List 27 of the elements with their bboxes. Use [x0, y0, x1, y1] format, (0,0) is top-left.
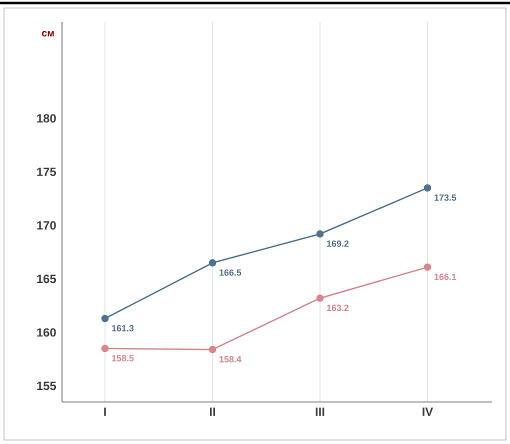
point: [101, 314, 109, 322]
data-label: 158.5: [112, 354, 134, 362]
x-tick-label: I: [104, 408, 106, 416]
data-label: 173.5: [434, 194, 456, 201]
x-tick-label: IV: [422, 408, 434, 416]
point: [316, 230, 324, 238]
data-label: 163.2: [327, 304, 349, 312]
y-tick-label: 155: [37, 382, 56, 390]
data-label: 169.2: [327, 240, 349, 247]
point: [208, 346, 216, 354]
point: [424, 184, 432, 192]
data-label: 166.5: [220, 269, 242, 276]
point: [424, 263, 432, 271]
data-label: 166.1: [434, 274, 456, 280]
y-axis-title: см: [42, 31, 54, 36]
y-tick-label: 180: [37, 114, 56, 123]
y-tick-label: 175: [37, 168, 56, 176]
point: [101, 344, 109, 352]
point: [208, 259, 216, 267]
data-label: 158.4: [220, 356, 242, 362]
x-tick-label: II: [210, 408, 216, 416]
x-tick-label: III: [316, 408, 324, 416]
y-tick-label: 165: [37, 274, 56, 284]
point: [316, 294, 324, 302]
data-label: 161.3: [112, 325, 134, 332]
y-tick-label: 170: [37, 221, 56, 230]
y-tick-label: 160: [37, 328, 56, 337]
